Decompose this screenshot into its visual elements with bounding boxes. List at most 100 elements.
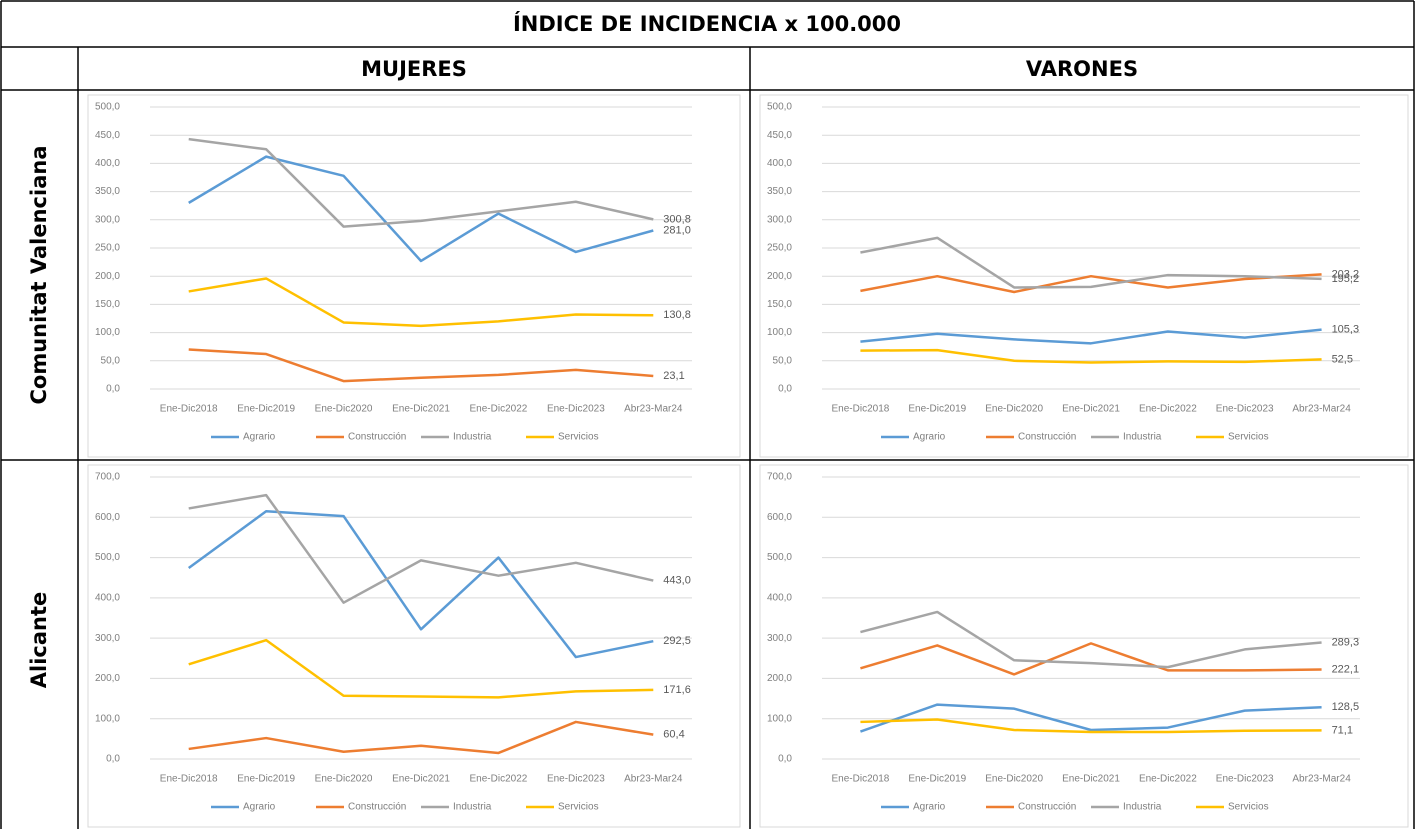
x-tick-label: Ene-Dic2022 — [470, 404, 528, 415]
table-title: ÍNDICE DE INCIDENCIA x 100.000 — [513, 11, 901, 36]
y-tick-label: 700,0 — [95, 472, 120, 483]
legend-label: Agrario — [913, 802, 946, 813]
legend-label: Industria — [1123, 802, 1162, 813]
y-tick-label: 500,0 — [95, 102, 120, 113]
data-label: 443,0 — [663, 574, 691, 586]
x-tick-label: Abr23-Mar24 — [1292, 774, 1351, 785]
y-tick-label: 500,0 — [95, 552, 120, 563]
series-line — [860, 273, 1322, 294]
legend-label: Servicios — [558, 432, 599, 443]
y-tick-label: 250,0 — [767, 243, 792, 254]
data-label: 52,5 — [1332, 353, 1353, 365]
y-tick-label: 200,0 — [95, 271, 120, 282]
legend-label: Industria — [453, 802, 492, 813]
x-tick-label: Ene-Dic2018 — [832, 404, 890, 415]
x-tick-label: Ene-Dic2022 — [1139, 774, 1197, 785]
data-label: 130,8 — [663, 309, 691, 321]
series-line — [188, 720, 654, 755]
y-tick-label: 400,0 — [95, 158, 120, 169]
x-tick-label: Ene-Dic2018 — [832, 774, 890, 785]
data-label: 292,5 — [663, 635, 691, 647]
series-line — [860, 236, 1322, 289]
y-tick-label: 450,0 — [95, 130, 120, 141]
y-tick-label: 0,0 — [778, 384, 792, 395]
y-tick-label: 500,0 — [767, 102, 792, 113]
series-line — [860, 703, 1322, 733]
data-label: 60,4 — [663, 729, 684, 741]
series-line — [860, 610, 1322, 669]
x-tick-label: Ene-Dic2020 — [315, 774, 373, 785]
x-tick-label: Ene-Dic2020 — [315, 404, 373, 415]
data-label: 281,0 — [663, 224, 691, 236]
y-tick-label: 600,0 — [95, 512, 120, 523]
y-tick-label: 100,0 — [767, 327, 792, 338]
legend-label: Agrario — [243, 432, 276, 443]
x-tick-label: Ene-Dic2019 — [237, 404, 295, 415]
y-tick-label: 200,0 — [767, 673, 792, 684]
x-tick-label: Ene-Dic2023 — [547, 774, 605, 785]
x-tick-label: Ene-Dic2021 — [1062, 774, 1120, 785]
x-tick-label: Abr23-Mar24 — [624, 404, 683, 415]
y-tick-label: 700,0 — [767, 472, 792, 483]
legend-label: Servicios — [1228, 432, 1269, 443]
data-label: 105,3 — [1332, 324, 1360, 336]
y-tick-label: 0,0 — [106, 384, 120, 395]
series-line — [188, 348, 654, 383]
data-label: 23,1 — [663, 370, 684, 382]
x-tick-label: Ene-Dic2021 — [1062, 404, 1120, 415]
x-tick-label: Ene-Dic2023 — [1216, 774, 1274, 785]
y-tick-label: 250,0 — [95, 243, 120, 254]
x-tick-label: Ene-Dic2020 — [985, 774, 1043, 785]
y-tick-label: 50,0 — [101, 355, 121, 366]
x-tick-label: Ene-Dic2022 — [1139, 404, 1197, 415]
series-line — [188, 137, 654, 228]
y-tick-label: 300,0 — [767, 214, 792, 225]
y-tick-label: 350,0 — [95, 186, 120, 197]
legend-label: Industria — [1123, 432, 1162, 443]
y-tick-label: 100,0 — [767, 713, 792, 724]
y-tick-label: 200,0 — [767, 271, 792, 282]
legend-label: Construcción — [348, 802, 406, 813]
data-label: 300,8 — [663, 213, 691, 225]
x-tick-label: Ene-Dic2020 — [985, 404, 1043, 415]
x-tick-label: Ene-Dic2021 — [392, 404, 450, 415]
legend-label: Agrario — [243, 802, 276, 813]
y-tick-label: 500,0 — [767, 552, 792, 563]
data-label: 195,2 — [1332, 273, 1360, 285]
y-tick-label: 300,0 — [95, 633, 120, 644]
series-line — [860, 348, 1322, 364]
series-line — [188, 277, 654, 328]
y-tick-label: 300,0 — [767, 633, 792, 644]
y-tick-label: 0,0 — [778, 754, 792, 765]
data-label: 203,2 — [1332, 268, 1360, 280]
y-tick-label: 450,0 — [767, 130, 792, 141]
series-line — [860, 718, 1322, 734]
series-line — [187, 509, 654, 659]
x-tick-label: Ene-Dic2019 — [237, 774, 295, 785]
legend-label: Construcción — [348, 432, 406, 443]
data-label: 289,3 — [1332, 636, 1360, 648]
x-tick-label: Abr23-Mar24 — [624, 774, 683, 785]
legend-label: Construcción — [1018, 432, 1076, 443]
y-tick-label: 150,0 — [95, 299, 120, 310]
x-tick-label: Ene-Dic2019 — [908, 774, 966, 785]
x-tick-label: Ene-Dic2018 — [160, 774, 218, 785]
y-tick-label: 100,0 — [95, 327, 120, 338]
data-label: 71,1 — [1332, 724, 1353, 736]
legend-label: Construcción — [1018, 802, 1076, 813]
y-tick-label: 600,0 — [767, 512, 792, 523]
y-tick-label: 0,0 — [106, 754, 120, 765]
row-header: Alicante — [27, 592, 51, 689]
y-tick-label: 350,0 — [767, 186, 792, 197]
series-line — [188, 155, 654, 263]
x-tick-label: Ene-Dic2021 — [392, 774, 450, 785]
x-tick-label: Ene-Dic2023 — [547, 404, 605, 415]
column-header: MUJERES — [361, 57, 467, 81]
series-line — [188, 638, 654, 699]
x-tick-label: Abr23-Mar24 — [1292, 404, 1351, 415]
data-label: 171,6 — [663, 684, 691, 696]
legend-label: Servicios — [1228, 802, 1269, 813]
data-label: 222,1 — [1332, 663, 1360, 675]
series-line — [860, 642, 1322, 676]
y-tick-label: 400,0 — [95, 592, 120, 603]
